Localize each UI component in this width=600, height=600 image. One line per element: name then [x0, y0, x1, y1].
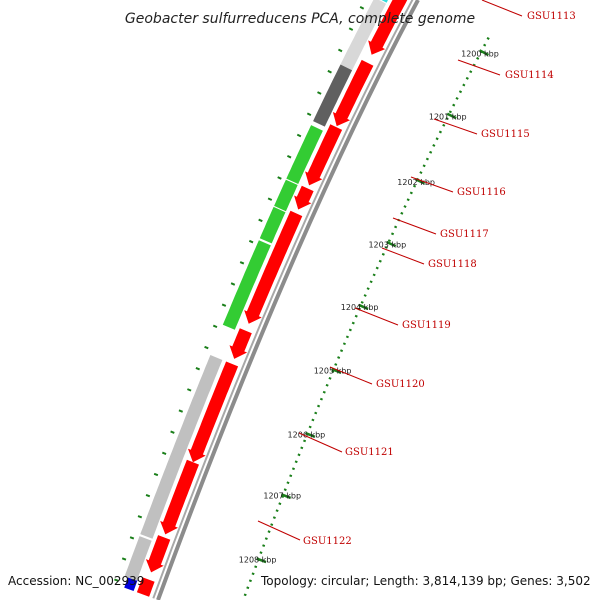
- gene-feature: [145, 535, 171, 573]
- gene-label: GSU1122: [303, 536, 352, 547]
- scale-major-tick: [358, 303, 369, 311]
- gene-callout-line: [392, 217, 437, 235]
- gene-feature: [244, 210, 303, 324]
- minor-tick: [137, 515, 143, 519]
- gene-feature: [259, 206, 286, 244]
- gene-callout-line: [433, 118, 478, 135]
- gene-label: GSU1114: [505, 70, 554, 81]
- gene-label: GSU1117: [440, 229, 489, 240]
- gene-features: [114, 0, 408, 597]
- minor-tick: [248, 239, 254, 244]
- minor-tick: [258, 218, 263, 223]
- scale-tick-label: 1207 kbp: [263, 492, 301, 501]
- minor-tick: [153, 472, 159, 477]
- minor-tick: [121, 557, 127, 561]
- minor-tick: [178, 409, 184, 413]
- gene-feature: [313, 64, 353, 127]
- scale-major-tick: [386, 240, 397, 248]
- gene-feature: [332, 59, 374, 127]
- scale-tick-label: 1203 kbp: [368, 240, 406, 249]
- minor-tick: [204, 345, 209, 350]
- gene-feature: [188, 361, 239, 463]
- scale-major-tick: [305, 431, 316, 438]
- gene-label: GSU1121: [345, 447, 394, 458]
- scale-major-tick: [479, 49, 490, 57]
- minor-tick: [239, 261, 245, 265]
- gene-callout-line: [410, 176, 454, 193]
- minor-tick: [327, 69, 332, 74]
- accession-text: Accession: NC_002939: [8, 574, 145, 588]
- scale-tick-label: 1200 kbp: [461, 50, 499, 59]
- minor-tick: [161, 451, 167, 455]
- scale-major-tick: [331, 367, 342, 374]
- gene-feature: [140, 355, 223, 539]
- gene-feature: [124, 536, 152, 581]
- genome-backbone-inner: [152, 0, 414, 599]
- gene-label: GSU1118: [428, 259, 477, 270]
- minor-tick: [187, 388, 192, 392]
- topology-text: Topology: circular; Length: 3,814,139 bp…: [261, 574, 591, 588]
- minor-tick: [145, 493, 151, 498]
- gene-feature: [222, 240, 271, 330]
- minor-tick: [129, 536, 135, 540]
- scale-tick-label: 1204 kbp: [341, 303, 379, 312]
- genome-backbone: [156, 0, 420, 600]
- gene-feature: [274, 179, 298, 212]
- minor-tick: [114, 578, 119, 582]
- gene-label: GSU1119: [402, 320, 451, 331]
- minor-tick: [221, 303, 227, 307]
- scale-ticks: 1200 kbp 1201 kbp 1202 kbp 1203 kbp 1204 kbp…: [239, 37, 499, 600]
- minor-tick: [348, 27, 354, 31]
- gene-feature: [368, 0, 408, 55]
- gene-label: GSU1120: [376, 379, 425, 390]
- gene-feature: [124, 576, 138, 591]
- minor-tick: [306, 112, 312, 117]
- gene-callout-line: [481, 0, 523, 17]
- gene-callout-line: [257, 520, 301, 541]
- minor-tick: [359, 6, 365, 10]
- gene-label: GSU1113: [527, 11, 576, 22]
- minor-tick: [296, 133, 302, 138]
- gene-callout-line: [457, 59, 501, 76]
- gene-callout-line: [298, 432, 343, 453]
- scale-major-tick: [446, 112, 457, 120]
- scale-tick-label: 1202 kbp: [397, 178, 435, 187]
- minor-tick: [317, 91, 322, 95]
- gene-feature: [229, 328, 252, 359]
- minor-tick: [286, 154, 292, 159]
- gene-label: GSU1116: [457, 187, 506, 198]
- minor-tick: [230, 282, 236, 286]
- gene-callout-line: [381, 247, 425, 265]
- gene-callout-line: [354, 307, 399, 326]
- gene-feature: [340, 0, 387, 71]
- minor-tick: [212, 324, 218, 329]
- gene-feature: [305, 124, 343, 186]
- scale-tick-label: 1206 kbp: [288, 431, 326, 440]
- gene-label: GSU1115: [481, 129, 530, 140]
- gene-labels: GSU1113 GSU1114 GSU1115 GSU1116 GSU1117 GSU11…: [257, 0, 576, 547]
- scale-dotted-line: [241, 37, 490, 600]
- minor-tick: [277, 176, 282, 180]
- scale-major-tick: [415, 178, 426, 185]
- gene-feature: [136, 577, 155, 597]
- map-title: Geobacter sulfurreducens PCA, complete g…: [125, 11, 475, 27]
- gene-feature: [294, 185, 314, 210]
- scale-tick-label: 1208 kbp: [239, 556, 277, 565]
- scale-major-tick: [280, 493, 292, 500]
- minor-tick: [170, 430, 175, 434]
- minor-tick: [337, 48, 343, 53]
- scale-tick-label: 1201 kbp: [429, 113, 467, 122]
- gene-feature: [381, 0, 388, 3]
- gene-callout-line: [329, 366, 373, 385]
- minor-tick: [195, 367, 201, 371]
- scale-major-tick: [256, 557, 267, 564]
- gene-feature: [160, 459, 199, 535]
- gene-feature: [286, 125, 323, 184]
- scale-tick-label: 1205 kbp: [314, 367, 352, 376]
- minor-tick: [267, 197, 273, 201]
